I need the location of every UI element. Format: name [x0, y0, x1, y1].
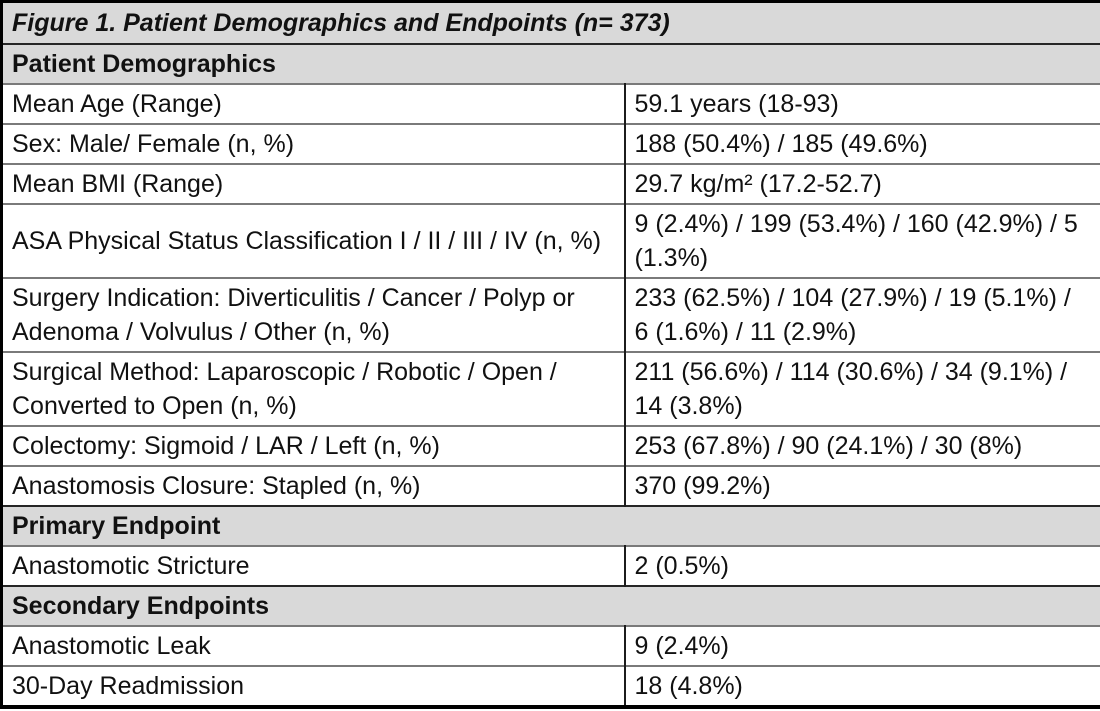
row-value-cell: 211 (56.6%) / 114 (30.6%) / 34 (9.1%) / … [624, 351, 1100, 426]
row-value-cell: 253 (67.8%) / 90 (24.1%) / 30 (8%) [624, 425, 1100, 466]
row-label-cell: Anastomosis Closure: Stapled (n, %) [1, 465, 626, 506]
row-label-cell: Anastomotic Stricture [1, 545, 626, 586]
row-value-cell: 9 (2.4%) [624, 625, 1100, 666]
row-value-cell: 2 (0.5%) [624, 545, 1100, 586]
section-header-label: Primary Endpoint [1, 505, 1100, 546]
table-row: Anastomosis Closure: Stapled (n, %) 370 … [1, 465, 1100, 506]
row-label-cell: Surgical Method: Laparoscopic / Robotic … [1, 351, 626, 426]
table-title-row: Figure 1. Patient Demographics and Endpo… [1, 1, 1100, 44]
row-value-cell: 29.7 kg/m² (17.2-52.7) [624, 163, 1100, 204]
row-value-cell: 18 (4.8%) [624, 665, 1100, 707]
row-label-cell: ASA Physical Status Classification I / I… [1, 203, 626, 278]
section-header-primary-endpoint: Primary Endpoint [1, 505, 1100, 546]
table-row: Surgery Indication: Diverticulitis / Can… [1, 277, 1100, 352]
table-row: Mean BMI (Range) 29.7 kg/m² (17.2-52.7) [1, 163, 1100, 204]
table-row: Anastomotic Stricture 2 (0.5%) [1, 545, 1100, 586]
section-header-patient-demographics: Patient Demographics [1, 43, 1100, 84]
table-row: Surgical Method: Laparoscopic / Robotic … [1, 351, 1100, 426]
section-header-label: Patient Demographics [1, 43, 1100, 84]
table-row: Anastomotic Leak 9 (2.4%) [1, 625, 1100, 666]
row-label-cell: 30-Day Readmission [1, 665, 626, 707]
table-row: ASA Physical Status Classification I / I… [1, 203, 1100, 278]
row-value-cell: 9 (2.4%) / 199 (53.4%) / 160 (42.9%) / 5… [624, 203, 1100, 278]
table-row: Colectomy: Sigmoid / LAR / Left (n, %) 2… [1, 425, 1100, 466]
section-header-label: Secondary Endpoints [1, 585, 1100, 626]
section-header-secondary-endpoints: Secondary Endpoints [1, 585, 1100, 626]
table-row: 30-Day Readmission 18 (4.8%) [1, 665, 1100, 707]
row-value-cell: 370 (99.2%) [624, 465, 1100, 506]
row-label-cell: Mean BMI (Range) [1, 163, 626, 204]
row-label-cell: Anastomotic Leak [1, 625, 626, 666]
row-label-cell: Surgery Indication: Diverticulitis / Can… [1, 277, 626, 352]
row-value-cell: 59.1 years (18-93) [624, 83, 1100, 124]
row-value-cell: 188 (50.4%) / 185 (49.6%) [624, 123, 1100, 164]
row-value-cell: 233 (62.5%) / 104 (27.9%) / 19 (5.1%) / … [624, 277, 1100, 352]
table-row: Sex: Male/ Female (n, %) 188 (50.4%) / 1… [1, 123, 1100, 164]
row-label-cell: Sex: Male/ Female (n, %) [1, 123, 626, 164]
table-title: Figure 1. Patient Demographics and Endpo… [1, 1, 1100, 44]
table-row: Mean Age (Range) 59.1 years (18-93) [1, 83, 1100, 124]
row-label-cell: Colectomy: Sigmoid / LAR / Left (n, %) [1, 425, 626, 466]
row-label-cell: Mean Age (Range) [1, 83, 626, 124]
